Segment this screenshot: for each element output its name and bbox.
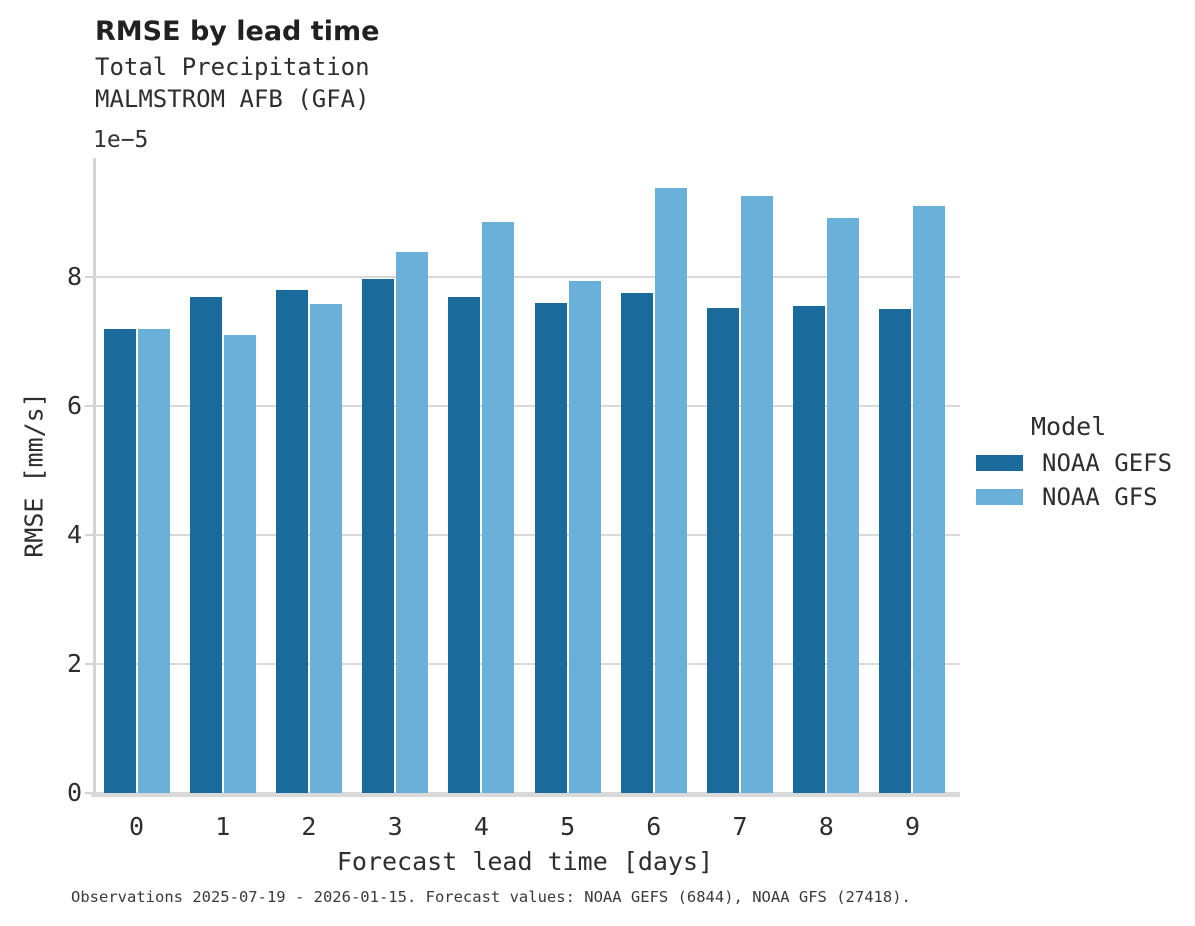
bar-noaa-gfs-lead-3 (396, 251, 429, 793)
subtitle-variable: Total Precipitation (95, 53, 370, 81)
bar-noaa-gefs-lead-7 (707, 308, 740, 793)
x-tick-label-2: 2 (301, 812, 317, 841)
y-tick-mark-6 (85, 405, 93, 408)
bar-noaa-gefs-lead-3 (362, 278, 395, 793)
legend-swatch-light (976, 489, 1023, 505)
y-tick-label-8: 8 (66, 262, 82, 292)
plot-area (93, 158, 957, 793)
y-tick-mark-4 (85, 534, 93, 537)
x-tick-label-7: 7 (732, 812, 748, 841)
bar-noaa-gefs-lead-1 (189, 297, 222, 793)
x-tick-label-5: 5 (560, 812, 576, 841)
subtitle-station: MALMSTROM AFB (GFA) (95, 85, 370, 113)
gridline-y-2 (93, 663, 960, 666)
chart-title: RMSE by lead time (95, 16, 380, 47)
x-tick-label-0: 0 (128, 812, 145, 841)
legend-item-noaa-gefs: NOAA GEFS (976, 451, 1195, 475)
bar-noaa-gefs-lead-6 (620, 292, 653, 793)
bar-noaa-gfs-lead-5 (568, 280, 601, 793)
bar-noaa-gfs-lead-8 (827, 217, 860, 793)
legend-swatch-dark (976, 455, 1023, 471)
y-tick-mark-2 (85, 663, 93, 666)
legend-title: Model (1031, 412, 1107, 441)
bar-noaa-gfs-lead-2 (309, 303, 342, 793)
x-tick-label-9: 9 (904, 812, 920, 841)
y-tick-label-6: 6 (66, 391, 82, 421)
x-tick-label-4: 4 (473, 812, 489, 841)
gridline-y-8 (93, 276, 960, 279)
y-tick-mark-0 (85, 792, 93, 794)
x-axis-spine (91, 792, 960, 797)
gridline-y-4 (93, 534, 960, 537)
y-tick-label-0: 0 (66, 778, 82, 807)
legend-label: NOAA GFS (1042, 483, 1158, 511)
x-axis-label: Forecast lead time [days] (336, 847, 714, 876)
bar-noaa-gfs-lead-1 (223, 334, 256, 793)
y-tick-mark-8 (85, 276, 93, 279)
y-axis-spine (93, 158, 96, 793)
x-tick-label-6: 6 (646, 812, 662, 841)
bar-noaa-gfs-lead-7 (741, 196, 774, 793)
y-tick-label-4: 4 (66, 520, 82, 550)
bar-noaa-gefs-lead-5 (534, 302, 567, 793)
y-axis-offset-label: 1e−5 (93, 127, 149, 153)
bar-noaa-gefs-lead-8 (793, 306, 826, 793)
footer-note: Observations 2025-07-19 - 2026-01-15. Fo… (71, 888, 911, 906)
chart-subtitle: Total Precipitation MALMSTROM AFB (GFA) (95, 51, 370, 115)
bar-noaa-gfs-lead-4 (482, 222, 515, 793)
x-tick-label-1: 1 (215, 812, 231, 841)
bar-noaa-gfs-lead-6 (654, 187, 687, 793)
gridline-y-6 (93, 405, 960, 408)
x-tick-label-3: 3 (387, 812, 403, 841)
bar-noaa-gfs-lead-0 (137, 329, 170, 793)
y-tick-label-2: 2 (66, 649, 82, 679)
bar-noaa-gefs-lead-9 (879, 309, 912, 793)
bar-noaa-gefs-lead-2 (275, 289, 308, 793)
legend-label: NOAA GEFS (1042, 449, 1173, 477)
bar-noaa-gefs-lead-0 (103, 329, 136, 793)
bar-noaa-gfs-lead-9 (913, 205, 946, 793)
legend-item-noaa-gfs: NOAA GFS (976, 485, 1195, 509)
x-tick-label-8: 8 (818, 812, 834, 841)
bar-noaa-gefs-lead-4 (448, 297, 481, 793)
